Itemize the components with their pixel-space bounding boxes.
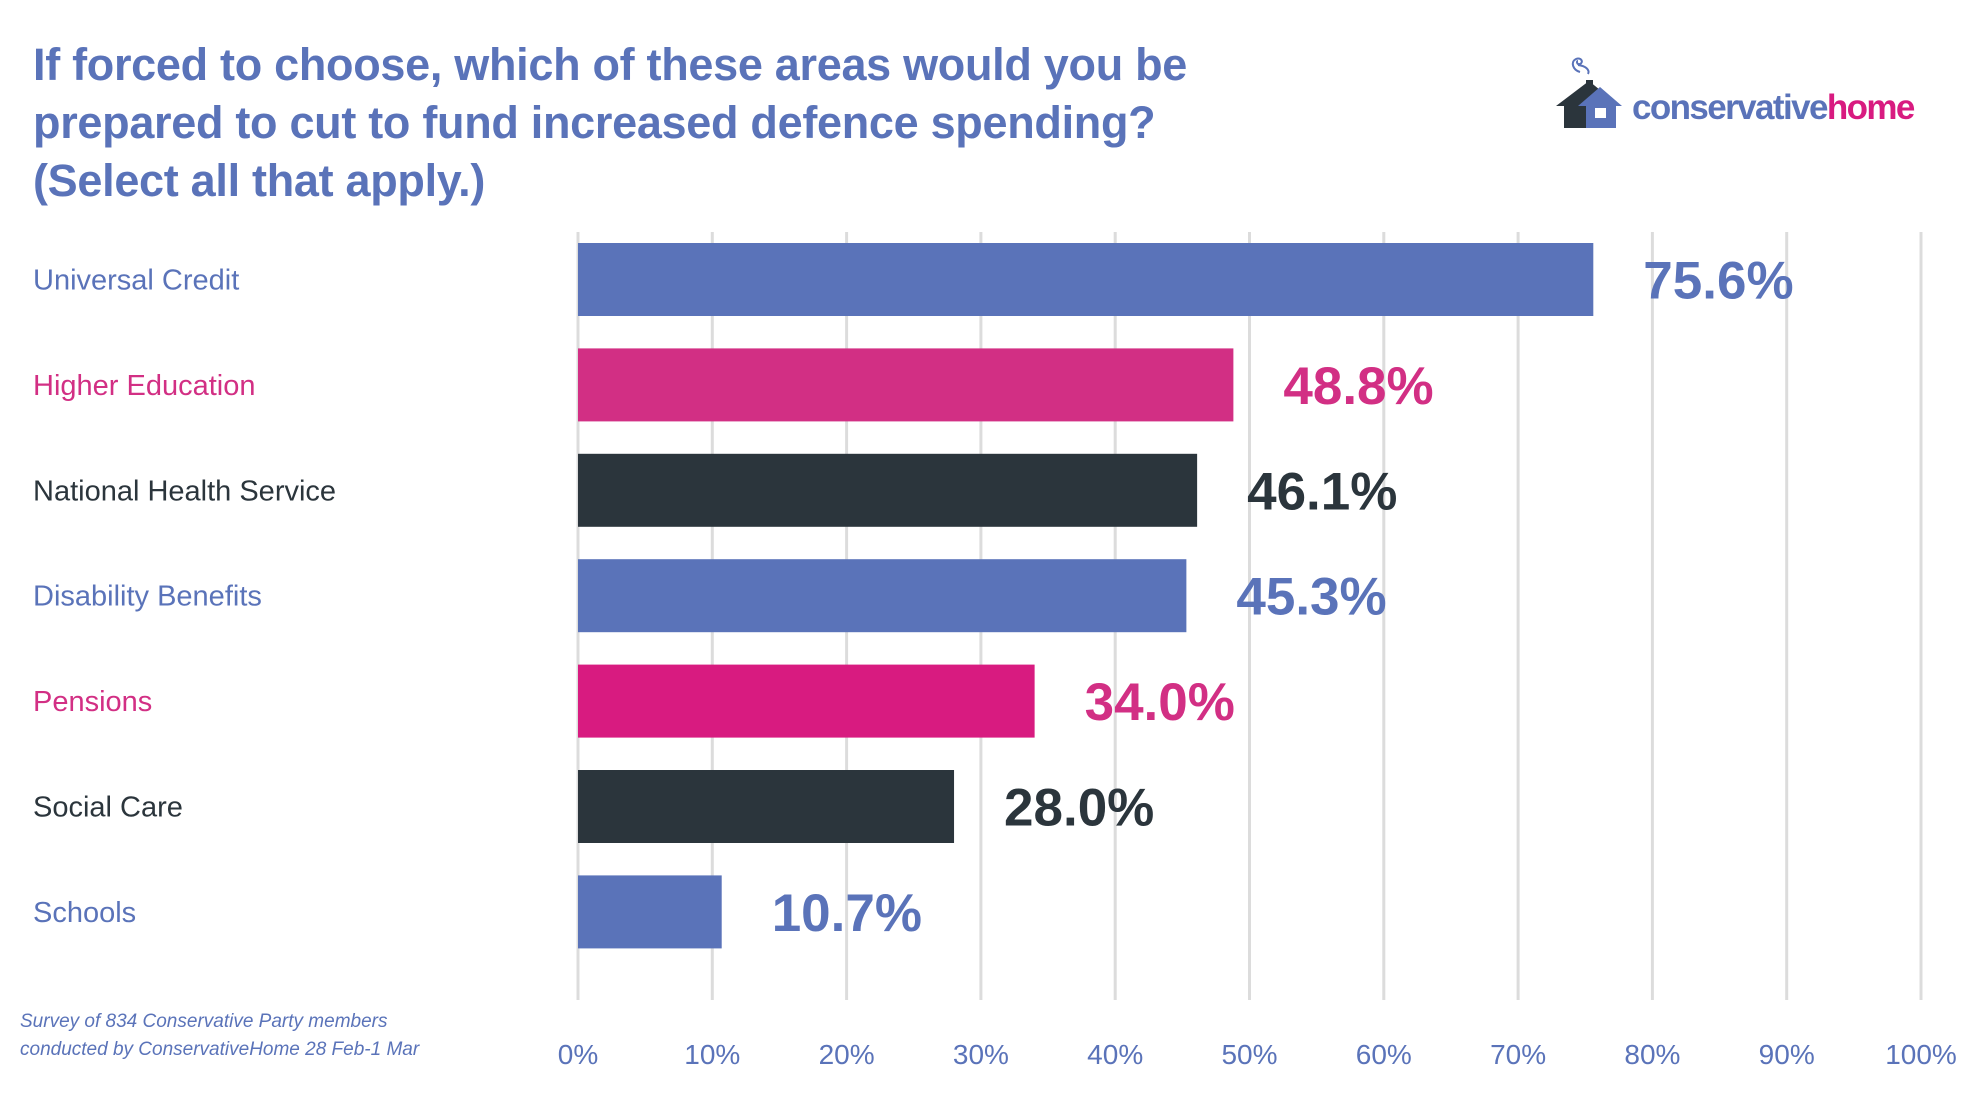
value-label: 28.0% (1004, 779, 1154, 838)
bar (578, 453, 1198, 527)
value-label: 10.7% (772, 884, 922, 943)
category-label: Higher Education (33, 370, 255, 402)
value-label: 46.1% (1247, 462, 1397, 521)
value-labels: 75.6% 48.8% 46.1% 45.3%34.0% 28.0% 10.7% (772, 252, 1794, 943)
footnote: Survey of 834 Conservative Party members… (20, 1008, 419, 1064)
category-labels: Universal Credit Higher Education National… (33, 265, 336, 929)
bar (578, 348, 1234, 422)
x-axis-tick-labels: 0% 10% 20% 30% 40% 50% 60% 70% 80% 90% 100% (558, 1039, 1957, 1070)
x-tick-label: 50% (1221, 1039, 1277, 1070)
bar (578, 243, 1594, 316)
x-tick-label: 70% (1490, 1039, 1546, 1070)
x-tick-label: 80% (1624, 1039, 1680, 1070)
x-tick-label: 60% (1356, 1039, 1412, 1070)
x-tick-label: 100% (1885, 1039, 1957, 1070)
bar (578, 664, 1035, 738)
x-tick-label: 0% (558, 1039, 598, 1070)
chart-title: If forced to choose, which of these area… (33, 36, 1453, 210)
category-label: Pensions (33, 686, 152, 718)
footnote-line-1: Survey of 834 Conservative Party members (20, 1011, 388, 1032)
title-line-3: (Select all that apply.) (33, 155, 486, 206)
x-tick-label: 10% (684, 1039, 740, 1070)
conservativehome-logo: conservativehome (1556, 50, 1916, 132)
value-label: 45.3% (1236, 568, 1386, 627)
value-label: 75.6% (1643, 252, 1793, 311)
x-tick-label: 30% (953, 1039, 1009, 1070)
title-line-2: prepared to cut to fund increased defenc… (33, 97, 1156, 148)
house-with-chimney-smoke-icon (1556, 57, 1622, 128)
title-line-1: If forced to choose, which of these area… (33, 39, 1187, 90)
value-label: 34.0% (1085, 673, 1235, 732)
logo-wordmark: conservativehome (1632, 88, 1916, 128)
bars (578, 243, 1594, 949)
logo-text-conservative: conservative (1632, 88, 1828, 127)
value-label: 48.8% (1283, 357, 1433, 416)
x-tick-label: 20% (819, 1039, 875, 1070)
bar (578, 770, 955, 843)
logo-text-home: home (1826, 88, 1916, 127)
category-label: National Health Service (33, 475, 336, 507)
bar (578, 875, 722, 949)
category-label: Schools (33, 897, 136, 929)
bar (578, 559, 1187, 633)
footnote-line-2: conducted by ConservativeHome 28 Feb-1 M… (20, 1039, 420, 1060)
category-label: Universal Credit (33, 265, 239, 297)
category-label: Disability Benefits (33, 581, 262, 613)
x-tick-label: 90% (1759, 1039, 1815, 1070)
x-tick-label: 40% (1087, 1039, 1143, 1070)
category-label: Social Care (33, 792, 183, 824)
